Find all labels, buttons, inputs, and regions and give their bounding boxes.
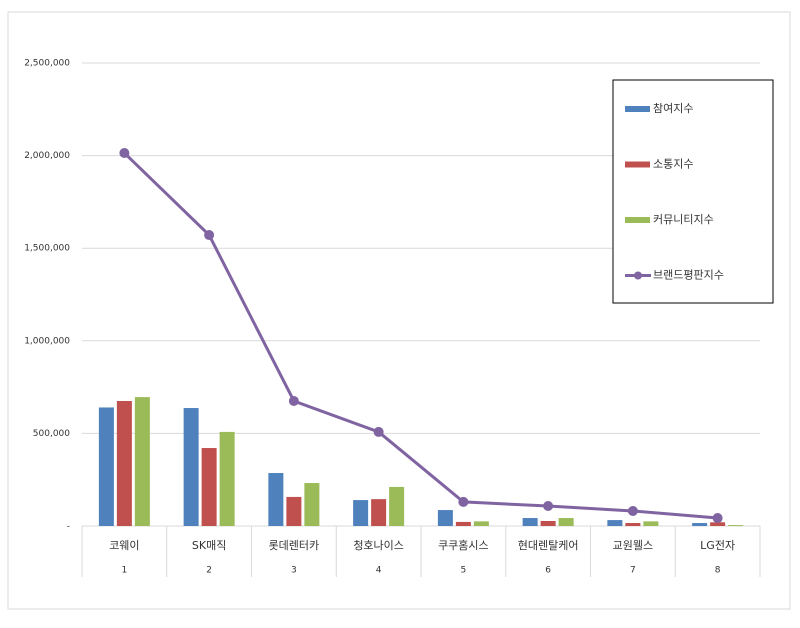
bar: [389, 486, 405, 526]
legend-swatch: [625, 106, 650, 112]
bar: [201, 448, 217, 526]
x-tick-label: 청호나이스: [353, 539, 404, 552]
y-tick-label: 1,500,000: [24, 244, 70, 254]
x-tick-label: SK매직: [192, 539, 226, 552]
line-marker: [373, 426, 384, 437]
bar: [643, 521, 659, 526]
rank-label: 7: [630, 566, 636, 576]
bar: [286, 496, 302, 526]
bar: [98, 407, 114, 526]
bar: [540, 520, 556, 526]
legend-label: 참여지수: [653, 102, 693, 115]
bar: [455, 521, 471, 526]
legend-label: 소통지수: [653, 158, 693, 171]
y-tick-label: -: [67, 522, 70, 532]
line-marker: [288, 395, 299, 406]
line: [123, 151, 718, 520]
line-marker: [458, 496, 469, 507]
line-marker: [712, 513, 723, 524]
bar: [473, 521, 489, 526]
bar: [625, 523, 641, 526]
bar: [607, 520, 623, 526]
x-tick-label: 쿠쿠홈시스: [438, 538, 489, 552]
x-tick-label: LG전자: [700, 539, 735, 552]
line-marker: [204, 230, 215, 241]
bar: [692, 523, 708, 526]
x-tick-label: 코웨이: [109, 539, 139, 552]
y-tick-label: 1,000,000: [24, 336, 70, 346]
bar: [371, 499, 387, 526]
bar: [728, 525, 744, 526]
y-tick-label: 2,500,000: [24, 59, 70, 69]
y-tick-label: 500,000: [33, 429, 70, 439]
line-marker: [119, 148, 130, 159]
x-tick-label: 롯데렌터카: [269, 539, 320, 552]
bar: [268, 473, 284, 526]
x-tick-label: 교원웰스: [613, 539, 653, 552]
y-tick-label: 2,000,000: [24, 151, 70, 161]
bar: [437, 510, 453, 526]
bar: [304, 483, 320, 526]
rank-label: 8: [715, 566, 721, 576]
rank-label: 1: [122, 566, 128, 576]
bar: [522, 518, 538, 526]
rank-label: 5: [461, 566, 467, 576]
x-tick-label: 현대렌탈케어: [518, 539, 579, 552]
legend-swatch: [625, 161, 650, 168]
bar: [183, 408, 199, 526]
legend-swatch: [634, 271, 642, 280]
rank-label: 3: [291, 566, 297, 576]
bar: [219, 431, 235, 526]
legend-label: 커뮤니티지수: [653, 213, 714, 226]
bar: [710, 522, 726, 526]
bar: [558, 518, 574, 526]
bar: [353, 500, 369, 526]
rank-label: 4: [376, 566, 382, 576]
rank-label: 6: [545, 566, 551, 576]
line-marker: [543, 500, 554, 511]
legend-label: 브랜드평판지수: [653, 269, 724, 282]
legend-box: [612, 79, 774, 304]
line-marker: [627, 505, 638, 516]
bar: [116, 400, 132, 526]
bar: [134, 397, 150, 526]
legend-swatch: [625, 217, 650, 223]
rank-label: 2: [206, 566, 212, 576]
